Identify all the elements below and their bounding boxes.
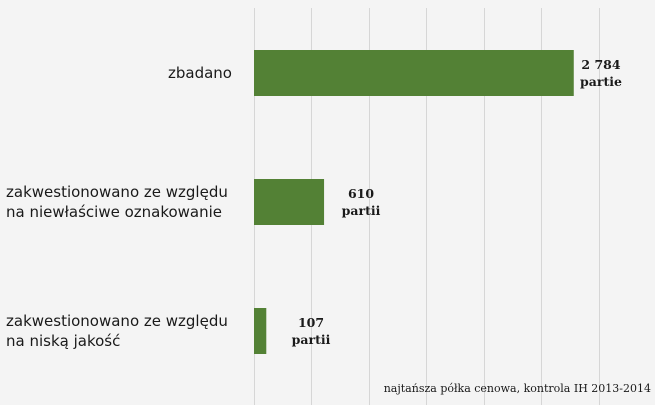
source-note: najtańsza półka cenowa, kontrola IH 2013… — [383, 382, 651, 395]
bar-0 — [254, 50, 574, 96]
category-label-1: zakwestionowano ze względu na niewłaściwe… — [6, 182, 228, 222]
data-label-line: 610 — [347, 186, 375, 201]
category-label-0: zbadano — [168, 63, 232, 83]
data-label-line: 107 — [297, 315, 325, 330]
chart-bars — [254, 50, 574, 354]
data-label-line: partie — [580, 74, 622, 89]
category-label-line: zbadano — [168, 64, 232, 82]
data-label-2: 107 partii — [281, 314, 341, 348]
category-label-line: zakwestionowano ze względu — [6, 183, 228, 201]
bar-2 — [254, 308, 267, 354]
data-label-line: 2 784 — [581, 57, 621, 72]
category-label-2: zakwestionowano ze względu na niską jakoś… — [6, 311, 228, 351]
data-label-line: partii — [291, 332, 331, 347]
data-label-0: 2 784 partie — [571, 56, 631, 90]
category-label-line: na niską jakość — [6, 332, 121, 350]
bar-1 — [254, 179, 325, 225]
category-label-line: zakwestionowano ze względu — [6, 312, 228, 330]
category-label-line: na niewłaściwe oznakowanie — [6, 203, 223, 221]
data-label-line: partii — [341, 203, 381, 218]
data-label-1: 610 partii — [331, 185, 391, 219]
